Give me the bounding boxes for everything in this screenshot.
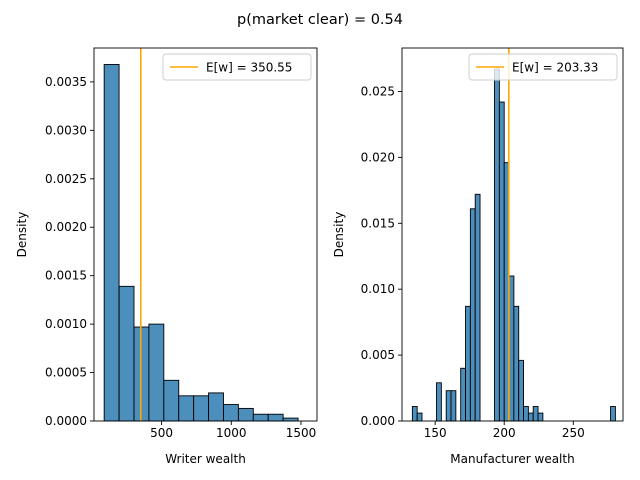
histogram-bar <box>469 208 476 422</box>
histogram-bar <box>513 305 520 422</box>
histogram-bar <box>445 390 452 422</box>
histogram-bar <box>527 412 534 422</box>
histogram-bar <box>436 382 442 422</box>
histogram-bar <box>208 392 224 422</box>
histogram-bar <box>508 275 515 422</box>
histogram-bar <box>537 412 544 422</box>
x-tick-label: 500 <box>150 426 173 440</box>
y-tick-label: 0.0015 <box>45 269 87 283</box>
x-tick-label: 250 <box>562 426 585 440</box>
legend-box <box>468 53 618 81</box>
axes-frame <box>93 47 318 422</box>
y-tick-label: 0.015 <box>361 216 395 230</box>
legend-box <box>162 53 312 81</box>
y-tick-label: 0.000 <box>361 414 395 428</box>
legend: E[w] = 350.55 <box>162 53 312 81</box>
y-tick-label: 0.0035 <box>45 75 87 89</box>
manufacturer-wealth-histogram: 150 200 250 0.000 0.005 0.010 0.015 0.020 0.025 M… <box>332 47 624 466</box>
histogram-bar <box>252 413 269 422</box>
y-tick-label: 0.025 <box>361 84 395 98</box>
histogram-bar <box>465 305 471 422</box>
histogram-bar <box>178 395 195 422</box>
histogram-bar <box>118 285 135 422</box>
y-tick-label: 0.005 <box>361 348 395 362</box>
histogram-bar <box>498 101 505 422</box>
histogram-bar <box>148 323 165 422</box>
x-tick-label: 200 <box>493 426 516 440</box>
histogram-bar <box>416 412 423 422</box>
x-axis-label: Writer wealth <box>165 452 246 466</box>
histogram-bar <box>193 395 210 422</box>
figure-title: p(market clear) = 0.54 <box>237 12 403 28</box>
histogram-bar <box>237 407 254 422</box>
histogram-bar <box>523 406 529 422</box>
histogram-bar <box>532 406 539 422</box>
histogram-bar <box>610 406 616 422</box>
y-tick-label: 0.0020 <box>45 220 87 234</box>
y-tick-label: 0.020 <box>361 150 395 164</box>
y-tick-label: 0.0010 <box>45 317 87 331</box>
histogram-bar <box>450 390 457 422</box>
y-tick-label: 0.0005 <box>45 366 87 380</box>
y-tick-label: 0.0025 <box>45 172 87 186</box>
histogram-bar <box>494 68 500 422</box>
x-tick-label: 1000 <box>216 426 247 440</box>
histogram-bar <box>267 413 284 422</box>
histogram-bar <box>474 193 481 422</box>
legend-label: E[w] = 350.55 <box>206 61 292 75</box>
x-tick-label: 150 <box>424 426 447 440</box>
y-tick-label: 0.0030 <box>45 123 87 137</box>
y-tick-label: 0.0000 <box>45 414 87 428</box>
y-axis-label: Density <box>15 212 29 258</box>
legend-label: E[w] = 203.33 <box>512 61 598 75</box>
histogram-bar <box>460 367 466 422</box>
histogram-bar <box>518 359 524 422</box>
axes-frame <box>401 47 624 422</box>
histogram-bar <box>411 406 418 422</box>
histogram-bar <box>103 64 120 422</box>
x-axis-label: Manufacturer wealth <box>450 452 574 466</box>
histogram-bar <box>223 404 239 422</box>
y-tick-label: 0.010 <box>361 282 395 296</box>
y-axis-label: Density <box>332 212 346 258</box>
writer-wealth-histogram: 500 1000 1500 0.0000 0.0005 0.0010 0.0015 0.002… <box>15 47 318 466</box>
histogram-bar <box>163 379 180 422</box>
x-tick-label: 1500 <box>286 426 317 440</box>
legend: E[w] = 203.33 <box>468 53 618 81</box>
